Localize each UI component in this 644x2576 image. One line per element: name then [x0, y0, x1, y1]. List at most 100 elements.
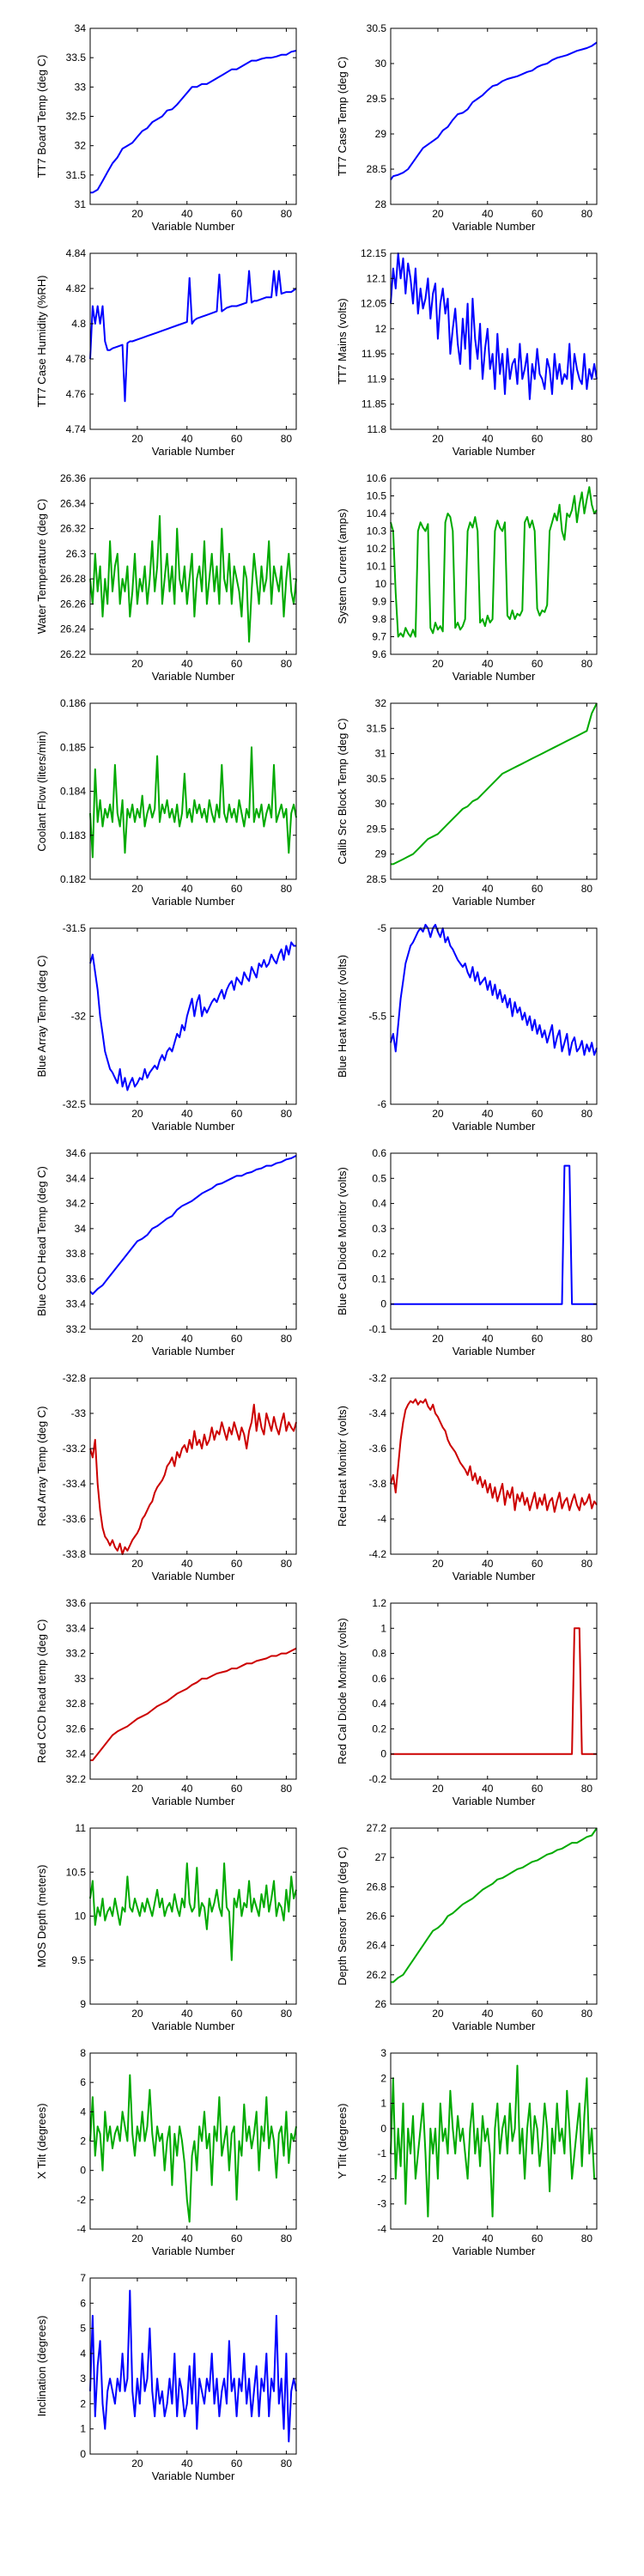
x-tick-label: 40 — [181, 2008, 193, 2020]
y-tick-label: 32 — [75, 140, 87, 152]
x-tick-label: 60 — [231, 1783, 243, 1795]
x-tick-label: 60 — [231, 208, 243, 220]
subplot-18: 20 40 60 80 26 26.2 26.4 26.6 26.8 27 27.2 Variable… — [336, 1822, 598, 2032]
x-tick-label: 60 — [532, 658, 544, 670]
y-tick-label: 26.24 — [60, 623, 86, 635]
x-axis-label: Variable Number — [152, 445, 235, 458]
y-tick-label: 0.1 — [372, 1273, 386, 1285]
x-tick-label: 80 — [281, 2458, 293, 2470]
y-tick-label: 11.85 — [361, 398, 386, 410]
axes-box — [89, 1152, 297, 1330]
x-tick-label: 20 — [432, 1783, 444, 1795]
y-tick-label: 4.76 — [66, 388, 87, 400]
y-axis-label: Blue Cal Diode Monitor (volts) — [336, 1167, 349, 1315]
axes-box — [390, 252, 598, 430]
y-tick-label: 30 — [375, 798, 387, 810]
y-tick-label: 26.32 — [60, 523, 86, 535]
y-tick-label: 33.2 — [66, 1323, 87, 1335]
y-tick-label: 0.4 — [372, 1698, 386, 1710]
axes-box — [89, 702, 297, 880]
subplot-13: 20 40 60 80 -33.8 -33.6 -33.4 -33.2 -33 -32.8 Vari… — [35, 1372, 297, 1583]
x-tick-label: 60 — [532, 2233, 544, 2245]
y-tick-label: 26.28 — [60, 573, 86, 585]
series-line — [89, 1403, 297, 1555]
y-tick-label: 9.7 — [372, 631, 386, 643]
x-tick-label: 20 — [432, 208, 444, 220]
x-tick-label: 40 — [181, 208, 193, 220]
y-axis-label: Blue CCD Head Temp (deg C) — [35, 1166, 48, 1316]
x-tick-label: 20 — [432, 1558, 444, 1570]
y-tick-label: 0 — [380, 1748, 386, 1760]
axes-box — [89, 252, 297, 430]
x-tick-label: 80 — [581, 2008, 593, 2020]
y-axis-label: MOS Depth (meters) — [35, 1865, 48, 1968]
y-tick-label: 28.5 — [367, 163, 387, 175]
y-tick-label: 33.5 — [66, 52, 87, 64]
y-tick-label: 26.4 — [367, 1940, 387, 1952]
y-tick-label: 28.5 — [367, 873, 387, 885]
x-axis-label: Variable Number — [453, 2245, 536, 2257]
y-axis-label: Blue Array Temp (deg C) — [35, 955, 48, 1077]
y-tick-label: -5.5 — [368, 1011, 386, 1023]
y-tick-label: 10.6 — [367, 472, 387, 484]
y-tick-label: -0.1 — [368, 1323, 386, 1335]
axes-box — [89, 1602, 297, 1780]
x-tick-label: 60 — [532, 208, 544, 220]
y-tick-label: 0.8 — [372, 1648, 386, 1660]
x-tick-label: 80 — [281, 2008, 293, 2020]
x-axis-label: Variable Number — [152, 670, 235, 683]
y-tick-label: -3.4 — [368, 1407, 386, 1419]
y-tick-label: 1 — [380, 1622, 386, 1634]
x-tick-label: 20 — [131, 1783, 143, 1795]
subplot-1: 20 40 60 80 31 31.5 32 32.5 33 33.5 34 Variable Num… — [35, 22, 297, 233]
y-tick-label: 27 — [375, 1851, 387, 1863]
series-line — [390, 486, 598, 638]
y-tick-label: 30.5 — [367, 773, 387, 785]
x-axis-label: Variable Number — [453, 445, 536, 458]
subplot-8: 20 40 60 80 28.5 29 29.5 30 30.5 31 31.5 32 Variable… — [336, 697, 598, 908]
x-axis-label: Variable Number — [152, 895, 235, 908]
x-tick-label: 40 — [482, 2233, 494, 2245]
x-axis-label: Variable Number — [152, 2245, 235, 2257]
y-tick-label: 0.3 — [372, 1223, 386, 1235]
axes-box — [89, 1377, 297, 1555]
x-tick-label: 20 — [432, 1108, 444, 1120]
x-tick-label: 60 — [532, 1108, 544, 1120]
subplot-6: 20 40 60 80 9.6 9.7 9.8 9.9 10 10.1 10.2 10.3 10.4 10… — [336, 472, 598, 683]
x-tick-label: 80 — [581, 2233, 593, 2245]
y-tick-label: 31.5 — [66, 169, 87, 181]
x-tick-label: 20 — [131, 658, 143, 670]
y-tick-label: 12 — [375, 323, 387, 335]
y-tick-label: -3 — [377, 2198, 386, 2210]
y-tick-label: 32.8 — [66, 1698, 87, 1710]
x-tick-label: 40 — [181, 433, 193, 445]
x-tick-label: 40 — [482, 658, 494, 670]
y-tick-label: 4.74 — [66, 423, 87, 435]
y-tick-label: 34.4 — [66, 1172, 87, 1184]
x-tick-label: 40 — [482, 208, 494, 220]
y-tick-label: 0.4 — [372, 1198, 386, 1210]
y-tick-label: 10.3 — [367, 526, 387, 538]
y-tick-label: 12.1 — [367, 272, 387, 284]
y-tick-label: 11.9 — [368, 373, 387, 385]
y-axis-label: TT7 Mains (volts) — [336, 298, 349, 384]
y-tick-label: 0.2 — [372, 1722, 386, 1735]
y-tick-label: 32.5 — [66, 111, 87, 123]
x-tick-label: 80 — [581, 883, 593, 895]
subplot-11: 20 40 60 80 33.2 33.4 33.6 33.8 34 34.2 34.4 34.6 Va… — [35, 1147, 297, 1358]
x-tick-label: 40 — [181, 1783, 193, 1795]
y-tick-label: 7 — [80, 2272, 86, 2284]
y-tick-label: 0.5 — [372, 1172, 386, 1184]
x-tick-label: 20 — [432, 1333, 444, 1345]
x-tick-label: 20 — [432, 2008, 444, 2020]
y-tick-label: 29 — [375, 848, 387, 860]
y-tick-label: 29.5 — [367, 823, 387, 835]
y-tick-label: -32 — [71, 1011, 87, 1023]
subplot-19: 20 40 60 80 -4 -2 0 2 4 6 8 Variable Number X Tilt (… — [35, 2047, 297, 2257]
y-axis-label: Red Array Temp (deg C) — [35, 1406, 48, 1527]
y-axis-label: Blue Heat Monitor (volts) — [336, 955, 349, 1078]
x-tick-label: 60 — [532, 1558, 544, 1570]
y-tick-label: 10 — [75, 1911, 87, 1923]
x-axis-label: Variable Number — [453, 1345, 536, 1358]
x-axis-label: Variable Number — [453, 220, 536, 233]
